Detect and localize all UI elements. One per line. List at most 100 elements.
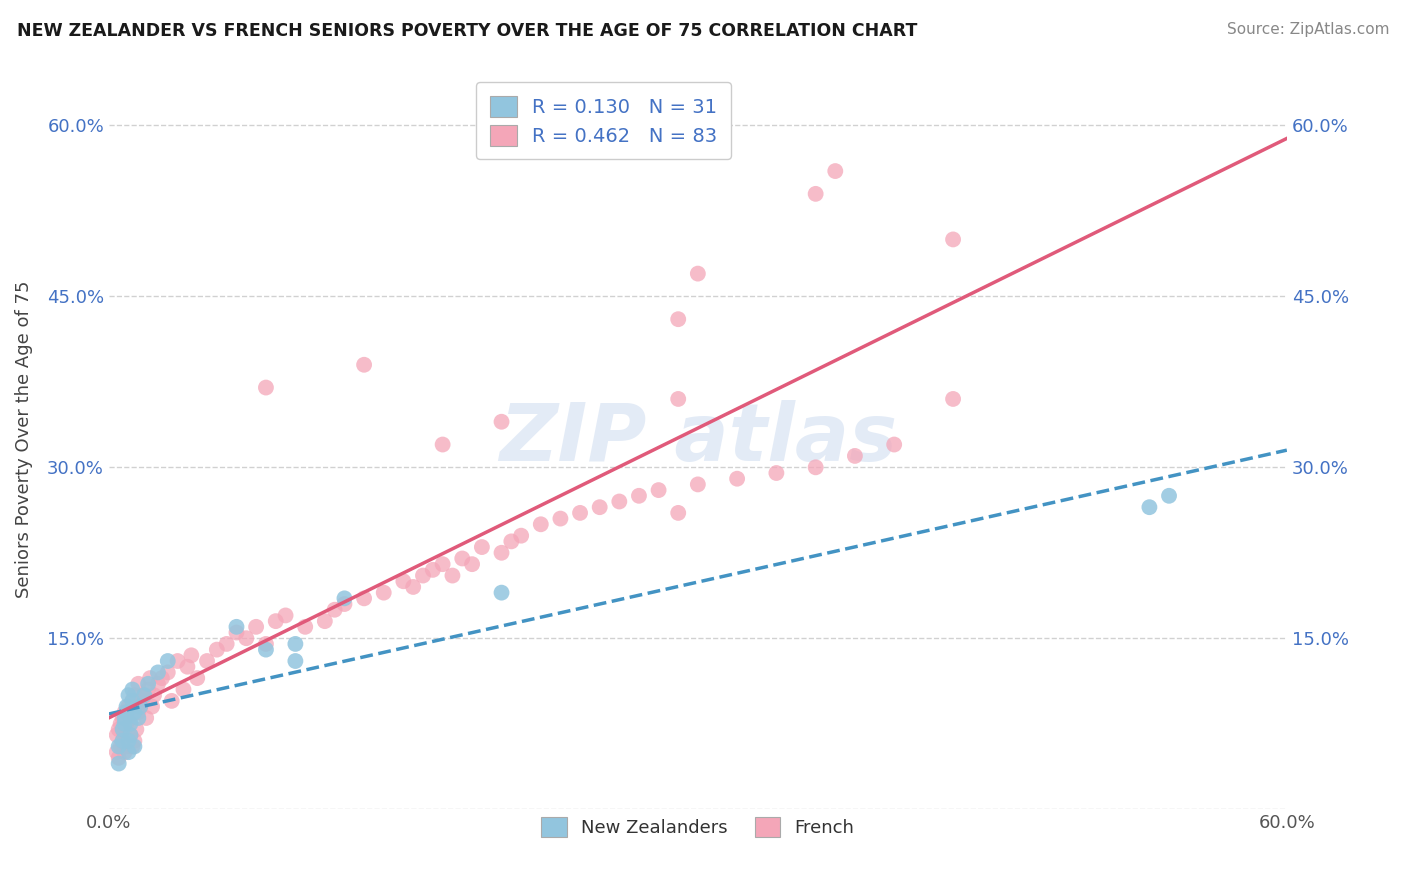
Point xyxy=(111,733,134,747)
Point xyxy=(111,733,134,747)
Legend: New Zealanders, French: New Zealanders, French xyxy=(534,810,862,845)
Point xyxy=(180,648,202,663)
Point xyxy=(129,699,152,714)
Point xyxy=(107,751,129,765)
Point xyxy=(117,733,139,747)
Point xyxy=(284,654,307,668)
Point xyxy=(1139,500,1161,515)
Point xyxy=(530,517,553,532)
Point xyxy=(254,380,277,394)
Point xyxy=(124,733,146,747)
Point xyxy=(373,585,395,599)
Point xyxy=(725,472,748,486)
Point xyxy=(111,723,134,737)
Point xyxy=(392,574,415,589)
Point xyxy=(1157,489,1180,503)
Point xyxy=(115,699,138,714)
Point xyxy=(120,728,142,742)
Point xyxy=(135,711,157,725)
Point xyxy=(569,506,592,520)
Point xyxy=(115,739,138,754)
Point xyxy=(333,597,356,611)
Text: ZIP atlas: ZIP atlas xyxy=(499,400,897,478)
Point xyxy=(627,489,650,503)
Point xyxy=(432,437,454,451)
Point xyxy=(120,728,142,742)
Point xyxy=(491,585,513,599)
Point xyxy=(121,694,143,708)
Point xyxy=(195,654,218,668)
Point xyxy=(804,186,827,201)
Point xyxy=(141,699,163,714)
Point xyxy=(186,671,208,685)
Point xyxy=(114,745,136,759)
Point xyxy=(205,642,228,657)
Point xyxy=(314,614,336,628)
Point xyxy=(353,591,375,606)
Point xyxy=(107,756,129,771)
Point xyxy=(432,557,454,571)
Point xyxy=(804,460,827,475)
Point xyxy=(115,716,138,731)
Point xyxy=(235,631,257,645)
Point xyxy=(111,711,134,725)
Point xyxy=(844,449,866,463)
Point xyxy=(284,637,307,651)
Point xyxy=(127,706,149,720)
Point xyxy=(274,608,297,623)
Point xyxy=(120,711,142,725)
Point xyxy=(114,716,136,731)
Point xyxy=(294,620,316,634)
Point xyxy=(323,603,346,617)
Point xyxy=(124,688,146,702)
Point xyxy=(589,500,612,515)
Point xyxy=(117,699,139,714)
Point xyxy=(117,745,139,759)
Point xyxy=(127,711,149,725)
Point xyxy=(105,745,128,759)
Point xyxy=(686,267,709,281)
Point xyxy=(139,671,162,685)
Point xyxy=(146,665,169,680)
Point xyxy=(166,654,188,668)
Point xyxy=(134,688,156,702)
Point xyxy=(125,723,148,737)
Point xyxy=(110,716,132,731)
Point xyxy=(491,546,513,560)
Point xyxy=(117,733,139,747)
Point xyxy=(172,682,194,697)
Point xyxy=(550,511,572,525)
Point xyxy=(942,232,965,246)
Point xyxy=(143,688,166,702)
Point xyxy=(510,529,533,543)
Point xyxy=(245,620,267,634)
Point xyxy=(607,494,630,508)
Point xyxy=(461,557,484,571)
Point xyxy=(110,739,132,754)
Point xyxy=(333,591,356,606)
Point xyxy=(114,706,136,720)
Point xyxy=(127,677,149,691)
Point xyxy=(501,534,523,549)
Point xyxy=(254,637,277,651)
Point xyxy=(264,614,287,628)
Point xyxy=(225,620,247,634)
Point xyxy=(254,642,277,657)
Point xyxy=(121,739,143,754)
Point xyxy=(114,711,136,725)
Point xyxy=(765,466,787,480)
Point xyxy=(422,563,444,577)
Point xyxy=(131,694,153,708)
Point xyxy=(156,654,179,668)
Point xyxy=(117,688,139,702)
Point xyxy=(107,739,129,754)
Point xyxy=(129,699,152,714)
Point xyxy=(353,358,375,372)
Point xyxy=(120,716,142,731)
Point xyxy=(160,694,183,708)
Point xyxy=(124,706,146,720)
Point xyxy=(471,540,494,554)
Text: NEW ZEALANDER VS FRENCH SENIORS POVERTY OVER THE AGE OF 75 CORRELATION CHART: NEW ZEALANDER VS FRENCH SENIORS POVERTY … xyxy=(17,22,917,40)
Text: Source: ZipAtlas.com: Source: ZipAtlas.com xyxy=(1226,22,1389,37)
Point xyxy=(136,677,159,691)
